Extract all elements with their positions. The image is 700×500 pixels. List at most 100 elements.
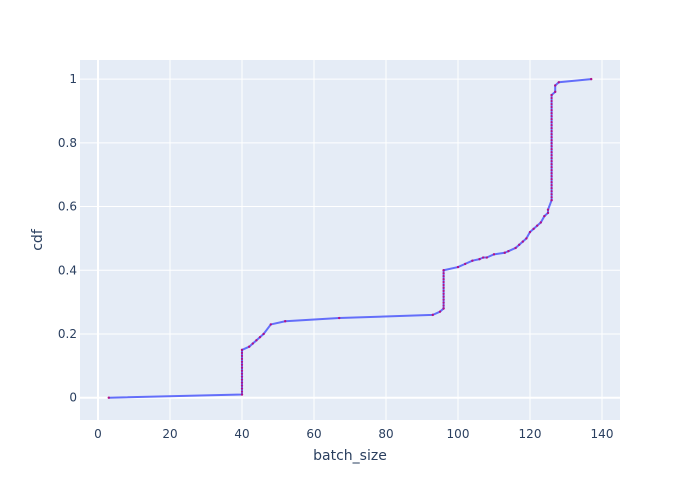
data-point: [240, 357, 244, 360]
data-point: [438, 310, 442, 313]
plot-area: [80, 60, 620, 420]
data-point: [240, 360, 244, 363]
data-point: [550, 123, 553, 127]
data-point: [338, 316, 341, 320]
data-point: [550, 93, 553, 97]
data-point: [539, 221, 542, 224]
data-point: [240, 375, 244, 378]
data-point: [550, 105, 553, 109]
data-point: [442, 280, 445, 284]
data-point: [550, 111, 553, 115]
y-tick-label: 0.8: [58, 136, 77, 150]
data-point: [240, 384, 244, 387]
data-point: [518, 243, 521, 246]
data-point: [550, 145, 553, 148]
data-point: [240, 348, 244, 352]
data-point: [550, 132, 553, 136]
data-point: [536, 224, 539, 227]
data-point: [521, 240, 524, 243]
data-point: [442, 307, 445, 310]
x-tick-label: 60: [306, 427, 321, 441]
data-point: [550, 169, 553, 172]
data-point: [550, 117, 553, 121]
x-tick-label: 100: [447, 427, 470, 441]
data-point: [550, 154, 553, 157]
data-point: [442, 292, 445, 295]
x-tick-label: 20: [162, 427, 177, 441]
data-point: [240, 366, 244, 369]
data-point: [442, 289, 445, 292]
x-axis-title: batch_size: [313, 448, 387, 464]
data-point: [550, 96, 553, 100]
data-point: [514, 246, 517, 250]
data-point: [550, 196, 553, 199]
data-point: [240, 381, 244, 384]
data-point: [557, 81, 560, 84]
data-marks: [107, 77, 593, 399]
data-point: [442, 283, 445, 287]
data-point: [554, 84, 557, 87]
data-point: [240, 363, 244, 366]
data-point: [550, 172, 553, 175]
data-point: [550, 184, 553, 187]
data-point: [507, 249, 510, 253]
data-point: [284, 320, 287, 323]
data-point: [550, 181, 553, 184]
data-point: [550, 166, 553, 169]
data-point: [550, 99, 553, 103]
data-point: [255, 339, 258, 342]
data-point: [550, 151, 553, 154]
data-point: [503, 251, 506, 254]
data-point: [240, 378, 244, 381]
data-point: [464, 262, 467, 266]
y-tick-label: 0: [69, 391, 77, 405]
data-point: [550, 120, 553, 124]
data-point: [442, 272, 445, 275]
data-point: [550, 126, 553, 130]
data-point: [550, 108, 553, 112]
y-tick-label: 0.6: [58, 200, 77, 214]
data-point: [492, 253, 496, 256]
x-tick-label: 40: [234, 427, 249, 441]
data-point: [550, 175, 553, 178]
data-point: [258, 335, 262, 339]
x-tick-label: 120: [519, 427, 542, 441]
data-point: [442, 277, 445, 281]
data-point: [550, 199, 553, 202]
data-point: [240, 393, 244, 396]
data-point: [442, 275, 445, 278]
data-point: [550, 102, 553, 106]
data-point: [442, 269, 445, 272]
data-point: [532, 227, 535, 231]
data-point: [251, 342, 254, 345]
data-point: [550, 139, 553, 142]
data-point: [471, 259, 474, 262]
data-point: [456, 265, 460, 269]
y-axis-title: cdf: [30, 228, 46, 251]
data-point: [240, 354, 244, 357]
data-point: [240, 351, 244, 354]
y-tick-label: 1: [69, 72, 77, 86]
data-point: [550, 135, 553, 139]
data-point: [485, 256, 488, 259]
data-point: [550, 187, 553, 190]
data-point: [525, 237, 528, 240]
data-point: [442, 304, 445, 307]
data-point: [550, 114, 553, 118]
data-point: [546, 211, 550, 215]
data-point: [442, 286, 445, 290]
data-point: [550, 160, 553, 163]
data-point: [240, 387, 244, 390]
data-point: [550, 157, 553, 160]
data-point: [550, 163, 553, 166]
y-tick-labels: 0 0.2 0.4 0.6 0.8 1: [58, 72, 77, 405]
data-point: [262, 332, 265, 336]
data-point: [240, 390, 244, 393]
data-point: [442, 295, 445, 298]
data-point: [550, 193, 553, 196]
x-tick-label: 0: [94, 427, 102, 441]
data-point: [550, 190, 553, 193]
data-point: [482, 256, 485, 259]
grid-lines: [80, 60, 620, 420]
data-point: [546, 208, 550, 211]
